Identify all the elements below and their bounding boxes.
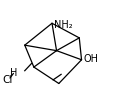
Text: OH: OH <box>84 54 99 64</box>
Text: NH₂: NH₂ <box>54 20 73 30</box>
Text: Cl: Cl <box>3 75 13 85</box>
Text: H: H <box>10 68 17 78</box>
